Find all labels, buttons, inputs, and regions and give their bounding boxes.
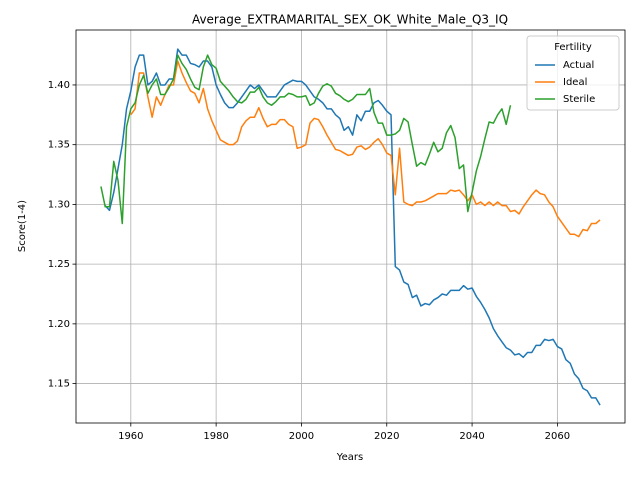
grid	[76, 30, 625, 423]
chart-title: Average_EXTRAMARITAL_SEX_OK_White_Male_Q…	[192, 13, 508, 27]
legend-label: Actual	[563, 60, 594, 71]
y-axis-label: Score(1-4)	[17, 200, 28, 252]
plot-frame	[75, 29, 626, 424]
x-tick-label: 2040	[459, 431, 484, 442]
y-tick-label: 1.15	[48, 379, 70, 390]
y-tick-label: 1.25	[48, 259, 70, 270]
legend-label: Sterile	[563, 94, 595, 105]
line-series	[104, 48, 601, 406]
y-tick-label: 1.40	[48, 80, 70, 91]
x-tick-label: 1960	[118, 431, 143, 442]
line-series	[100, 54, 512, 225]
x-tick-label: 2020	[374, 431, 399, 442]
x-tick-label: 1980	[203, 431, 228, 442]
legend-box	[526, 35, 620, 111]
x-tick-label: 2000	[289, 431, 314, 442]
x-axis-label: Years	[336, 452, 363, 463]
legend-title: Fertility	[554, 42, 592, 53]
line-series	[130, 60, 601, 238]
y-tick-label: 1.30	[48, 199, 70, 210]
legend-label: Ideal	[563, 77, 587, 88]
y-tick-label: 1.35	[48, 140, 70, 151]
x-tick-label: 2060	[545, 431, 570, 442]
y-tick-label: 1.20	[48, 319, 70, 330]
